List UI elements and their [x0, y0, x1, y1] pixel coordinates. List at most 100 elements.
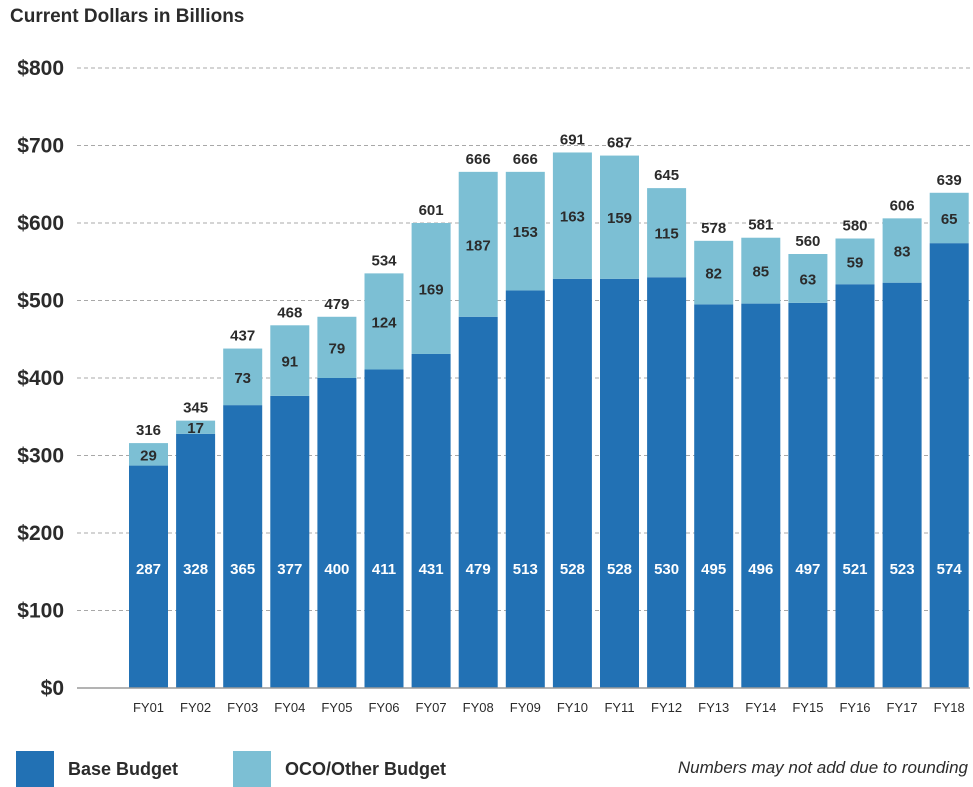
- x-tick-label: FY07: [416, 700, 447, 715]
- base-value-label: 574: [937, 561, 963, 578]
- total-value-label: 666: [513, 151, 538, 168]
- total-value-label: 666: [466, 151, 491, 168]
- oco-value-label: 124: [371, 314, 397, 331]
- x-tick-label: FY03: [227, 700, 258, 715]
- base-value-label: 528: [560, 561, 585, 578]
- total-value-label: 639: [937, 172, 962, 189]
- total-value-label: 560: [795, 233, 820, 250]
- base-value-label: 287: [136, 561, 161, 578]
- legend-oco: OCO/Other Budget: [233, 751, 446, 787]
- oco-value-label: 85: [752, 264, 769, 281]
- oco-value-label: 169: [419, 281, 444, 298]
- bar-oco: [411, 223, 451, 354]
- oco-value-label: 79: [329, 340, 346, 357]
- bar-oco: [647, 188, 687, 278]
- bar-oco: [882, 218, 922, 283]
- bar-base: [317, 378, 357, 688]
- total-value-label: 601: [419, 202, 444, 219]
- x-tick-label: FY10: [557, 700, 588, 715]
- rounding-note: Numbers may not add due to rounding: [677, 758, 968, 777]
- oco-value-label: 187: [466, 237, 491, 254]
- bar-base: [741, 303, 781, 688]
- bar-base: [929, 243, 969, 688]
- bar-base: [647, 277, 687, 688]
- bar-base: [176, 433, 216, 688]
- bar-oco: [176, 420, 216, 434]
- base-value-label: 411: [372, 561, 396, 578]
- bars: [129, 152, 969, 688]
- base-value-label: 400: [324, 561, 349, 578]
- x-tick-label: FY04: [274, 700, 305, 715]
- bar-oco: [270, 325, 310, 396]
- oco-value-label: 82: [705, 266, 722, 283]
- bar-oco: [741, 237, 781, 304]
- base-value-label: 497: [795, 561, 820, 578]
- total-value-label: 578: [701, 220, 726, 237]
- bar-oco: [505, 171, 545, 291]
- bar-base: [364, 369, 404, 688]
- bar-oco: [129, 443, 168, 466]
- x-tick-label: FY11: [604, 700, 634, 715]
- oco-value-label: 91: [281, 354, 298, 371]
- legend-swatch-base: [16, 751, 54, 787]
- legend-base: Base Budget: [16, 751, 178, 787]
- x-tick-label: FY17: [887, 700, 918, 715]
- y-tick-label: $800: [17, 57, 64, 80]
- bar-base: [129, 465, 168, 688]
- bar-oco: [552, 152, 592, 279]
- chart-title: Current Dollars in Billions: [10, 6, 245, 27]
- oco-value-label: 29: [140, 447, 157, 464]
- bar-base: [505, 290, 545, 688]
- oco-value-label: 63: [800, 271, 817, 288]
- x-tick-label: FY08: [463, 700, 494, 715]
- bar-oco: [223, 348, 263, 406]
- bar-oco: [788, 254, 828, 303]
- oco-value-label: 115: [654, 226, 678, 243]
- x-tick-label: FY15: [792, 700, 823, 715]
- oco-value-label: 163: [560, 209, 585, 226]
- data-labels: 287 29 316 328 17 345 365 73 437 377 91 468 400 79 479…: [136, 131, 962, 578]
- total-value-label: 345: [183, 400, 208, 417]
- x-axis-ticks: FY01 FY02 FY03 FY04 FY05 FY06 FY07 FY08 FY09 FY10…: [133, 700, 965, 715]
- x-tick-label: FY01: [133, 700, 164, 715]
- base-value-label: 496: [748, 561, 773, 578]
- bar-oco: [364, 273, 404, 370]
- x-tick-label: FY14: [745, 700, 776, 715]
- bar-base: [882, 282, 922, 688]
- legend-label-base: Base Budget: [68, 758, 179, 779]
- base-value-label: 431: [419, 561, 444, 578]
- total-value-label: 691: [560, 131, 585, 148]
- oco-value-label: 73: [234, 370, 251, 387]
- total-value-label: 479: [324, 296, 349, 313]
- base-value-label: 513: [513, 561, 538, 578]
- total-value-label: 468: [277, 304, 302, 321]
- base-value-label: 530: [654, 561, 679, 578]
- total-value-label: 437: [230, 328, 255, 345]
- total-value-label: 534: [371, 252, 397, 269]
- base-value-label: 479: [466, 561, 491, 578]
- bar-oco: [317, 316, 357, 378]
- y-tick-label: $0: [41, 677, 64, 700]
- y-tick-label: $400: [17, 367, 64, 390]
- base-value-label: 365: [230, 561, 255, 578]
- total-value-label: 580: [842, 218, 867, 235]
- y-tick-label: $700: [17, 135, 64, 158]
- base-value-label: 523: [890, 561, 915, 578]
- x-tick-label: FY18: [934, 700, 965, 715]
- x-tick-label: FY05: [321, 700, 352, 715]
- total-value-label: 645: [654, 167, 679, 184]
- y-tick-label: $300: [17, 445, 64, 468]
- bar-oco: [835, 238, 875, 285]
- x-tick-label: FY16: [839, 700, 870, 715]
- y-axis-ticks: $0 $100 $200 $300 $400 $500 $600 $700 $800: [17, 57, 64, 700]
- oco-value-label: 59: [847, 254, 864, 271]
- bar-oco: [458, 171, 498, 317]
- total-value-label: 687: [607, 135, 632, 152]
- x-tick-label: FY02: [180, 700, 211, 715]
- y-tick-label: $500: [17, 290, 64, 313]
- total-value-label: 606: [890, 197, 915, 214]
- bar-base: [835, 284, 875, 688]
- oco-value-label: 159: [607, 210, 632, 227]
- bar-base: [411, 353, 451, 688]
- y-tick-label: $100: [17, 600, 64, 623]
